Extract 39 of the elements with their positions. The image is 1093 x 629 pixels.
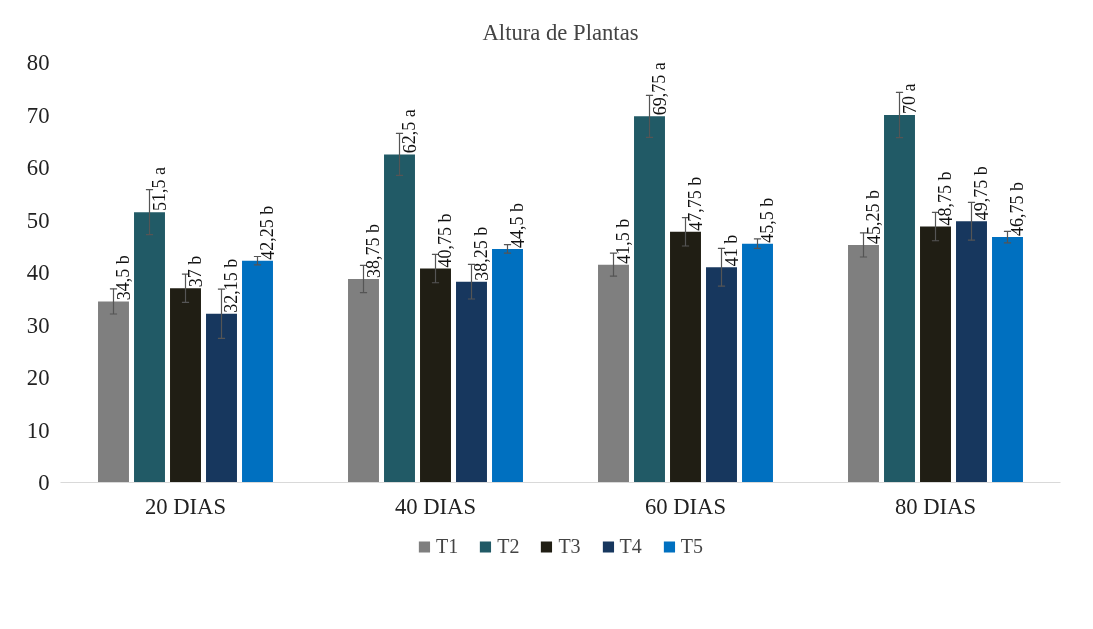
- data-label: 40,75 b: [435, 213, 456, 268]
- data-label: 46,75 b: [1007, 182, 1028, 237]
- legend-label: T1: [435, 534, 459, 558]
- data-label: 34,5 b: [113, 255, 134, 301]
- y-tick-label: 60: [26, 155, 50, 180]
- y-tick-label: 50: [26, 207, 50, 233]
- legend-label: T4: [619, 534, 642, 558]
- x-tick-label: 20 DIAS: [144, 493, 227, 519]
- data-label: 45,5 b: [757, 197, 778, 243]
- chart-title: Altura de Plantas: [482, 20, 639, 45]
- data-label: 70 a: [899, 83, 920, 114]
- data-label: 42,25 b: [257, 205, 278, 260]
- legend-label: T5: [680, 534, 704, 558]
- data-label: 38,75 b: [363, 224, 384, 279]
- data-label: 69,75 a: [649, 62, 670, 116]
- y-tick-label: 20: [26, 365, 50, 390]
- data-label: 41,5 b: [613, 218, 634, 264]
- data-label: 49,75 b: [971, 166, 992, 221]
- y-tick-label: 40: [26, 260, 50, 285]
- data-label: 32,15 b: [221, 258, 242, 313]
- data-label: 37 b: [185, 255, 206, 288]
- data-label: 47,75 b: [685, 176, 706, 231]
- y-tick-label: 80: [26, 50, 50, 75]
- data-label: 51,5 a: [149, 167, 170, 212]
- y-tick-label: 10: [26, 417, 50, 443]
- data-label: 44,5 b: [507, 202, 528, 248]
- data-label: 41 b: [721, 234, 742, 267]
- x-tick-label: 40 DIAS: [394, 493, 477, 519]
- y-tick-label: 0: [38, 470, 50, 495]
- x-tick-label: 80 DIAS: [894, 493, 977, 519]
- data-label: 45,25 b: [863, 189, 884, 244]
- y-tick-label: 30: [26, 312, 50, 338]
- legend-label: T2: [497, 534, 520, 558]
- data-label: 48,75 b: [935, 171, 956, 226]
- data-label: 62,5 a: [399, 109, 420, 154]
- x-tick-label: 60 DIAS: [644, 493, 727, 519]
- data-label: 38,25 b: [471, 226, 492, 281]
- legend-label: T3: [558, 534, 581, 558]
- y-tick-label: 70: [26, 102, 50, 128]
